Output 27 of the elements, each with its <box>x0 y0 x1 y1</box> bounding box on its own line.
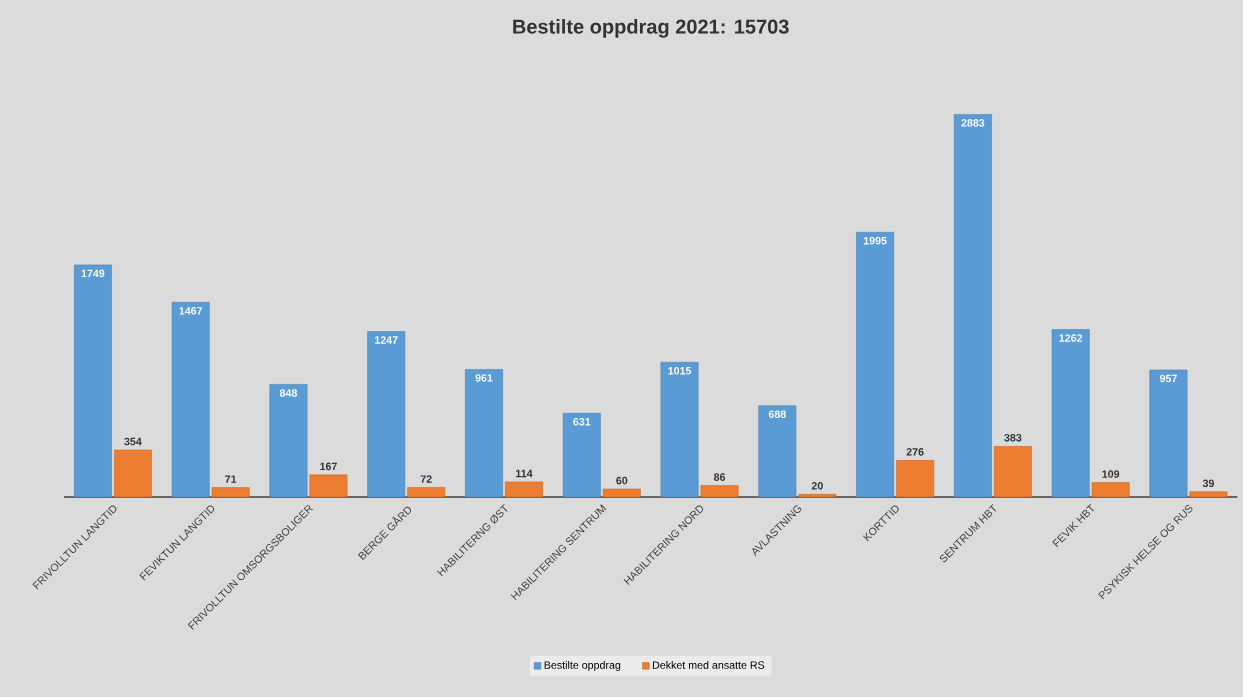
data-label: 1262 <box>1059 334 1083 342</box>
legend-label: Dekket med ansatte RS <box>652 661 765 669</box>
data-label: 1995 <box>863 236 887 245</box>
data-label: 354 <box>124 437 142 446</box>
data-label: 71 <box>225 475 237 483</box>
data-label: 383 <box>1004 433 1022 442</box>
data-label: 86 <box>713 473 726 481</box>
data-label: 276 <box>906 448 924 456</box>
data-label: 60 <box>616 476 628 485</box>
data-label: 114 <box>516 469 533 478</box>
data-label: 1749 <box>81 269 105 278</box>
data-label: 167 <box>320 462 337 471</box>
data-label: 2883 <box>961 119 985 127</box>
data-label: 1467 <box>179 307 203 315</box>
data-label: 39 <box>1202 479 1214 488</box>
data-label: 688 <box>768 410 786 418</box>
data-label: 848 <box>279 389 298 397</box>
data-label: 631 <box>573 417 591 426</box>
data-label: 957 <box>1159 374 1177 383</box>
data-label: 20 <box>811 482 823 490</box>
data-label: 1247 <box>375 336 398 344</box>
legend-label: Bestilte oppdrag <box>544 661 621 671</box>
data-label: 961 <box>475 374 493 382</box>
data-label: 72 <box>420 475 432 483</box>
chart-title: Bestilte oppdrag 2021: 15703 <box>513 19 789 38</box>
data-label: 109 <box>1102 470 1120 478</box>
data-label: 1015 <box>668 367 692 375</box>
